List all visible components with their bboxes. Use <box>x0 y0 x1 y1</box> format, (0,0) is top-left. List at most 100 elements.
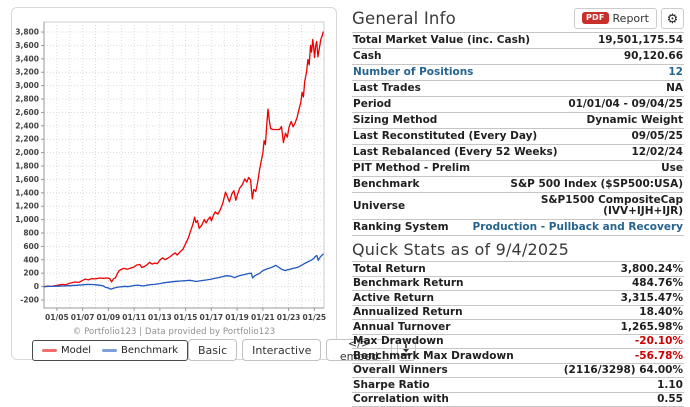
row-label: Sharpe Ratio <box>353 378 430 391</box>
svg-text:1,000: 1,000 <box>15 215 39 224</box>
row-value: 1.10 <box>657 378 683 391</box>
row-label: Correlation with <box>353 393 449 405</box>
svg-text:01/05: 01/05 <box>45 313 69 322</box>
row-label: Period <box>353 98 392 110</box>
svg-text:01/11: 01/11 <box>122 313 146 322</box>
row-label: Cash <box>353 50 382 62</box>
embed-button[interactable]: </> embed <box>326 337 392 363</box>
info-row: Total Market Value (inc. Cash) 19,501,175… <box>352 32 684 48</box>
pdf-badge: PDF <box>581 12 609 24</box>
svg-text:1,600: 1,600 <box>15 175 39 184</box>
row-label-link[interactable]: Number of Positions <box>353 66 474 78</box>
chart-buttons: Basic Interactive </> embed <box>188 337 416 363</box>
legend-swatch <box>42 348 57 352</box>
row-value: NA <box>666 82 683 94</box>
row-label: Annual Turnover <box>353 320 451 333</box>
svg-text:200: 200 <box>23 269 39 278</box>
row-value-link[interactable]: Production - Pullback and Recovery <box>472 221 683 233</box>
info-row: Max Drawdown -20.10% <box>352 333 684 349</box>
chart-attribution: © Portfolio123 | Data provided by Portfo… <box>72 327 276 337</box>
svg-text:01/09: 01/09 <box>97 313 121 322</box>
info-panel: General Info PDF Report ⚙ Total Market V… <box>352 0 684 407</box>
svg-text:01/21: 01/21 <box>251 313 275 322</box>
chart-legend: Model Benchmark <box>32 339 188 361</box>
svg-text:3,200: 3,200 <box>15 68 39 77</box>
download-button[interactable] <box>396 339 416 361</box>
row-label: Active Return <box>353 291 434 304</box>
row-value: 3,315.47% <box>620 291 683 304</box>
general-info-table: Total Market Value (inc. Cash) 19,501,175… <box>352 32 684 236</box>
svg-text:2,400: 2,400 <box>15 121 39 130</box>
info-row: Last Rebalanced (Every 52 Weeks) 12/02/24 <box>352 144 684 160</box>
row-label: Sizing Method <box>353 114 438 126</box>
info-row: Correlation with 0.55 <box>352 391 684 407</box>
svg-text:3,600: 3,600 <box>15 41 39 50</box>
legend-label: Benchmark <box>121 344 178 356</box>
interactive-button[interactable]: Interactive <box>242 339 322 361</box>
svg-text:01/15: 01/15 <box>174 313 198 322</box>
svg-text:2,000: 2,000 <box>15 148 39 157</box>
svg-text:400: 400 <box>23 255 39 264</box>
performance-chart-card: -200 0 200 400 600 800 1,000 1,200 1,400 1,600 1,8… <box>11 7 416 363</box>
chart-footer: Model Benchmark Basic Interactive </> embed <box>12 337 416 363</box>
svg-text:01/07: 01/07 <box>71 313 95 322</box>
row-label: Ranking System <box>353 221 449 233</box>
row-label: Benchmark <box>353 178 420 190</box>
svg-text:2,600: 2,600 <box>15 108 39 117</box>
svg-text:-200: -200 <box>20 295 39 304</box>
row-value: S&P1500 CompositeCap (IVV+IJH+IJR) <box>540 194 683 217</box>
info-row: Universe S&P1500 CompositeCap (IVV+IJH+IJ… <box>352 192 684 219</box>
row-label: Last Rebalanced (Every 52 Weeks) <box>353 146 558 158</box>
svg-text:0: 0 <box>34 282 39 291</box>
general-info-header: General Info PDF Report ⚙ <box>352 0 684 29</box>
row-value-link[interactable]: 12 <box>668 66 683 78</box>
settings-button[interactable]: ⚙ <box>661 7 684 29</box>
svg-text:01/25: 01/25 <box>303 313 327 322</box>
row-value: 12/02/24 <box>631 146 683 158</box>
row-value: 1,265.98% <box>620 320 683 333</box>
header-actions: PDF Report ⚙ <box>573 7 684 29</box>
legend-item: Model <box>42 345 91 356</box>
row-value: -56.78% <box>634 349 683 362</box>
svg-text:3,000: 3,000 <box>15 81 39 90</box>
download-icon <box>401 344 412 356</box>
info-row: Annual Turnover 1,265.98% <box>352 319 684 334</box>
info-row: Last Reconstituted (Every Day) 09/05/25 <box>352 128 684 144</box>
quick-stats-title: Quick Stats as of 9/4/2025 <box>352 240 570 259</box>
row-label: Total Market Value (inc. Cash) <box>353 34 531 46</box>
pdf-report-button[interactable]: PDF Report <box>573 7 657 29</box>
row-value: 0.55 <box>657 393 683 405</box>
basic-button[interactable]: Basic <box>188 339 238 361</box>
info-row: PIT Method - Prelim Use <box>352 160 684 176</box>
row-value: 09/05/25 <box>631 130 683 142</box>
row-label: Overall Winners <box>353 364 448 376</box>
svg-text:1,200: 1,200 <box>15 202 39 211</box>
info-row: Active Return 3,315.47% <box>352 290 684 305</box>
row-value: 3,800.24% <box>620 262 683 275</box>
gear-icon: ⚙ <box>666 10 679 26</box>
info-row: Benchmark S&P 500 Index ($SP500:USA) <box>352 176 684 192</box>
info-row: Sizing Method Dynamic Weight <box>352 112 684 128</box>
svg-text:1,800: 1,800 <box>15 162 39 171</box>
svg-text:2,200: 2,200 <box>15 135 39 144</box>
row-label: Last Reconstituted (Every Day) <box>353 130 538 142</box>
row-label: Annualized Return <box>353 306 463 318</box>
info-row: Annualized Return 18.40% <box>352 304 684 320</box>
row-value: 19,501,175.54 <box>597 34 683 46</box>
svg-text:01/23: 01/23 <box>277 313 301 322</box>
svg-text:3,400: 3,400 <box>15 54 39 63</box>
info-row: Period 01/01/04 - 09/04/25 <box>352 96 684 112</box>
row-value: S&P 500 Index ($SP500:USA) <box>510 178 683 190</box>
performance-chart[interactable]: -200 0 200 400 600 800 1,000 1,200 1,400 1,600 1,8… <box>13 10 335 326</box>
row-value: 18.40% <box>639 306 683 318</box>
info-row: Sharpe Ratio 1.10 <box>352 377 684 392</box>
info-row: Last Trades NA <box>352 80 684 96</box>
general-info-title: General Info <box>352 8 456 28</box>
row-value: 90,120.66 <box>623 50 683 62</box>
legend-swatch <box>102 348 118 352</box>
info-row: Number of Positions 12 <box>352 64 684 80</box>
row-value: 484.76% <box>631 277 683 289</box>
legend-item: Benchmark <box>102 345 178 356</box>
quick-stats-table: Total Return 3,800.24% Benchmark Return 484… <box>352 261 684 407</box>
svg-text:3,800: 3,800 <box>15 28 39 37</box>
